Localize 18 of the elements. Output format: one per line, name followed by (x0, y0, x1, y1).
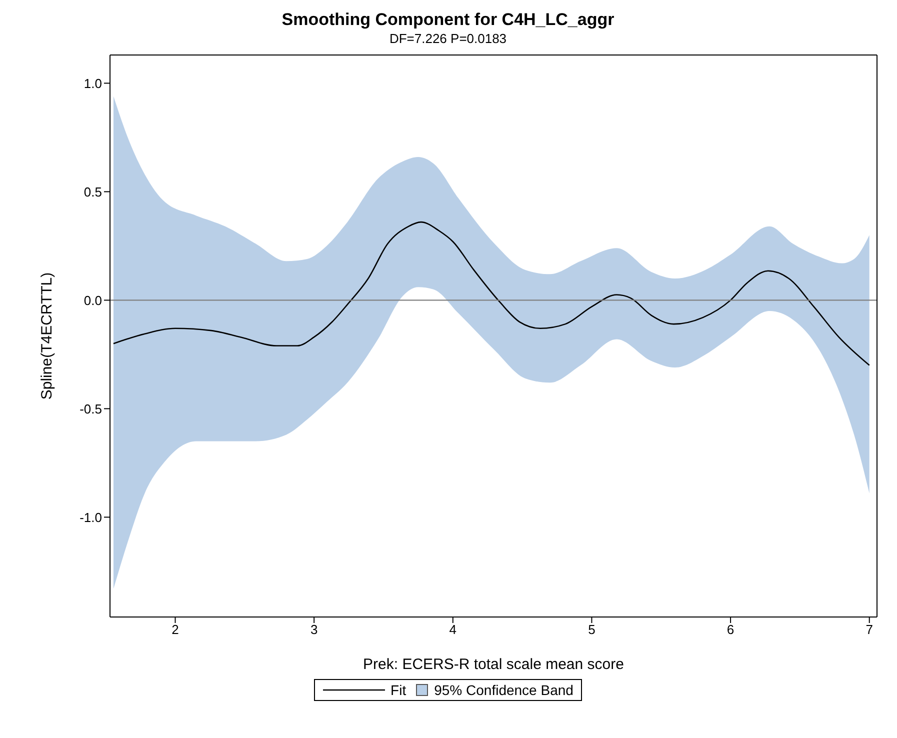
chart-subtitle: DF=7.226 P=0.0183 (388, 31, 508, 46)
x-tick-label: 6 (726, 622, 734, 638)
legend-label: Fit (390, 682, 406, 698)
x-tick-label: 2 (172, 622, 179, 638)
x-tick-label: 4 (449, 622, 457, 638)
line-series (112, 221, 870, 366)
y-tick-label: -1.0 (80, 510, 102, 525)
x-axis-title: Prek: ECERS-R total scale mean score (363, 656, 624, 673)
y-axis-title: Spline(T4ECRTTL) (38, 272, 56, 400)
legend-label: 95% Confidence Band (434, 682, 574, 698)
x-tick-label: 5 (588, 622, 596, 638)
y-tick-label: 0.0 (84, 292, 102, 308)
y-tick-label: 1.0 (84, 76, 102, 91)
y-tick-label: 0.5 (84, 184, 102, 200)
x-tick-label: 7 (866, 622, 873, 638)
chart-title: Smoothing Component for C4H_LC_aggr (280, 10, 616, 30)
x-tick-label: 3 (310, 622, 318, 638)
y-tick-label: -0.5 (80, 401, 102, 416)
